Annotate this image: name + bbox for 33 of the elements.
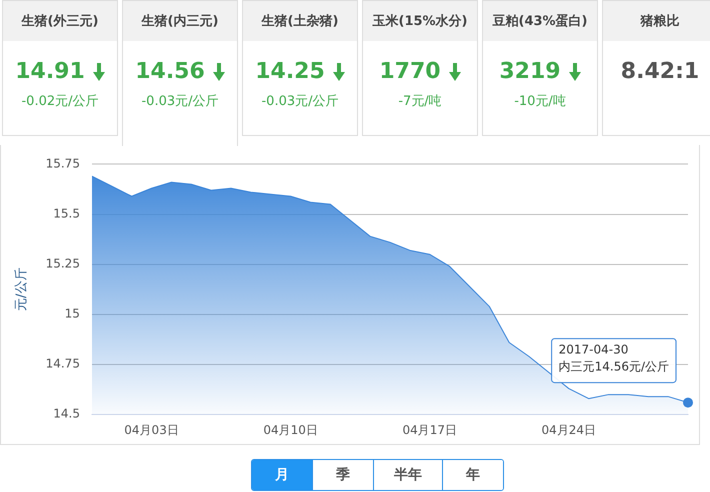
text: 14.56: [135, 59, 205, 84]
y-tick-label: 15.5: [53, 206, 80, 220]
x-tick-label: 04月24日: [542, 422, 596, 437]
text: 年: [442, 460, 503, 490]
text: -0.03元/公斤: [140, 93, 220, 110]
text: 季: [312, 460, 373, 490]
y-tick-label: 15.25: [46, 256, 80, 270]
text: -0.03元/公斤: [260, 93, 340, 110]
y-tick-label: 15: [64, 306, 80, 321]
x-tick-label: 04月03日: [124, 422, 179, 437]
text: -0.02元/公斤: [20, 93, 100, 110]
text: -10元/吨: [513, 93, 567, 110]
category-label: 生猪(外三元): [3, 1, 117, 41]
text: 8.42:1: [620, 59, 700, 84]
text: 1770: [379, 59, 441, 84]
category-label: 生猪(土杂猪): [243, 1, 357, 41]
text: 月: [252, 460, 312, 490]
text: -7元/吨: [397, 93, 443, 110]
category-label: 生猪(内三元): [123, 1, 237, 41]
y-axis-title: 元/公斤: [14, 268, 30, 312]
category-label: 猪粮比: [603, 1, 710, 41]
y-tick-label: 14.5: [53, 406, 80, 421]
category-label: 玉米(15%水分): [363, 1, 477, 41]
text: 3219: [499, 59, 561, 84]
annotation: 2017-04-30 内三元14.56元/公斤: [558, 342, 670, 374]
x-tick-label: 04月17日: [402, 422, 457, 437]
text: 半年: [373, 460, 442, 490]
x-tick-label: 04月10日: [263, 422, 318, 437]
y-tick-label: 14.75: [46, 356, 80, 371]
text: 14.25: [255, 59, 325, 84]
y-tick-label: 15.75: [46, 156, 80, 170]
text: 14.91: [15, 59, 85, 84]
category-label: 豆粕(43%蛋白): [483, 1, 597, 41]
